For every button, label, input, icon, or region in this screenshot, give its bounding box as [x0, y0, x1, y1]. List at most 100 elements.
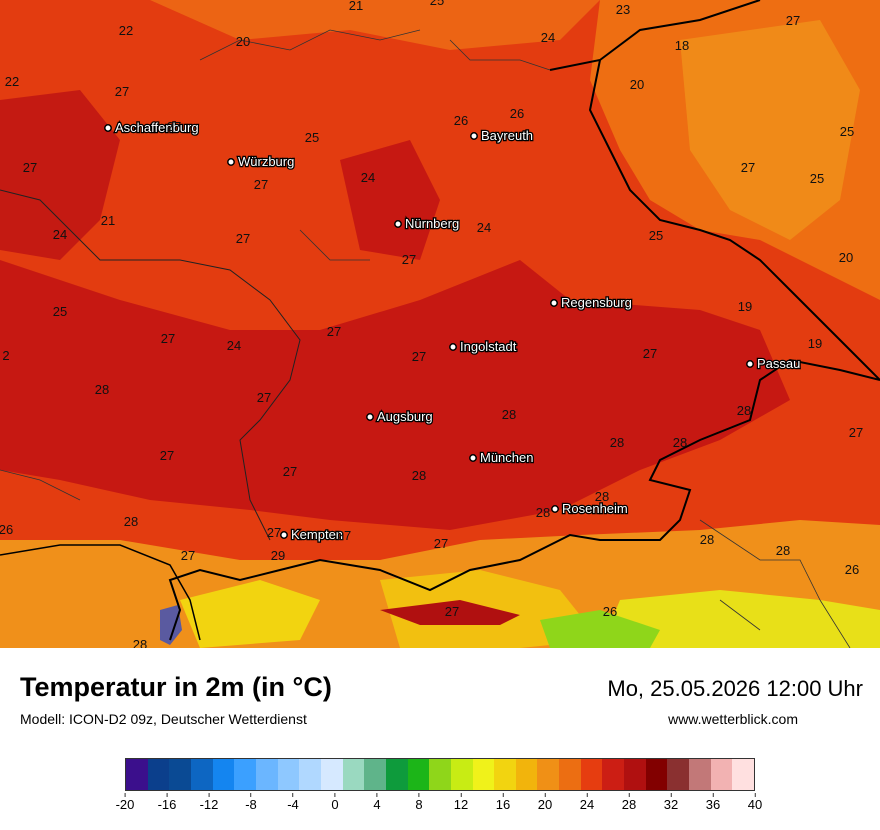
temperature-value-label: 24: [541, 30, 555, 45]
model-info: Modell: ICON-D2 09z, Deutscher Wetterdie…: [20, 711, 307, 727]
temperature-value-label: 27: [267, 525, 281, 540]
color-scale-segment: [537, 759, 560, 790]
city-rosenheim: Rosenheim: [551, 500, 629, 517]
color-scale-segment: [320, 759, 343, 790]
city-passau: Passau: [746, 355, 802, 372]
color-scale-segment: [710, 759, 733, 790]
color-scale-tick-label: -12: [200, 793, 219, 812]
temperature-value-label: 27: [160, 448, 174, 463]
temperature-value-label: 28: [673, 435, 687, 450]
temperature-value-label: 27: [849, 425, 863, 440]
color-scale-tick-label: 16: [496, 793, 510, 812]
temperature-value-label: 27: [257, 390, 271, 405]
color-scale-segment: [472, 759, 495, 790]
temperature-value-label: 18: [675, 38, 689, 53]
country-border-czech: [549, 0, 880, 381]
temperature-value-label: 27: [23, 160, 37, 175]
temperature-value-label: 28: [502, 407, 516, 422]
temperature-value-label: 28: [776, 543, 790, 558]
color-scale-segment: [515, 759, 538, 790]
temperature-value-label: 25: [810, 171, 824, 186]
color-scale-tick-label: 32: [664, 793, 678, 812]
color-scale-segment: [342, 759, 365, 790]
map-title: Temperatur in 2m (in °C): [20, 672, 332, 702]
color-scale-segment: [364, 759, 386, 790]
color-scale-segment: [147, 759, 170, 790]
hot-core-west: [0, 90, 120, 260]
city-bayreuth: Bayreuth: [470, 127, 534, 144]
temperature-value-label: 27: [236, 231, 250, 246]
color-scale-segment: [667, 759, 690, 790]
city-ingolstadt: Ingolstadt: [449, 338, 518, 355]
city-aschaffenburg: Aschaffenburg: [104, 119, 200, 136]
city-label: Passau: [757, 356, 800, 371]
alpine-ridge-hot: [380, 600, 520, 625]
temperature-value-label: 25: [430, 0, 444, 8]
temperature-value-label: 27: [181, 548, 195, 563]
city-label: Würzburg: [238, 154, 294, 169]
city-label: Kempten: [291, 527, 343, 542]
temperature-value-label: 27: [167, 119, 181, 134]
temperature-value-label: 25: [305, 130, 319, 145]
temperature-value-label: 27: [161, 331, 175, 346]
city-muenchen: München: [469, 449, 535, 466]
temperature-value-label: 28: [737, 403, 751, 418]
color-scale-tick-label: -4: [287, 793, 299, 812]
color-scale-segment: [169, 759, 191, 790]
color-scale-tick-label: -20: [116, 793, 135, 812]
color-scale-segment: [429, 759, 451, 790]
alpine-cool-4: [540, 610, 660, 648]
temperature-value-label: 28: [412, 468, 426, 483]
temperature-value-label: 24: [477, 220, 491, 235]
city-marker: [551, 505, 559, 513]
temperature-value-label: 27: [283, 464, 297, 479]
temperature-value-label: 22: [119, 23, 133, 38]
temperature-value-label: 28: [700, 532, 714, 547]
temperature-value-label: 27: [786, 13, 800, 28]
color-scale-tick-label: 36: [706, 793, 720, 812]
temperature-value-label: 28: [133, 637, 147, 648]
temperature-value-label: 19: [738, 299, 752, 314]
temperature-value-label: 25: [840, 124, 854, 139]
city-marker: [550, 299, 558, 307]
temperature-value-label: 27: [643, 346, 657, 361]
temperature-value-label: 22: [5, 74, 19, 89]
temperature-value-label: 29: [271, 548, 285, 563]
city-label: Augsburg: [377, 409, 433, 424]
color-scale-segment: [407, 759, 430, 790]
hot-core-central: [0, 260, 790, 530]
temperature-value-label: 27: [327, 324, 341, 339]
temperature-value-label: 24: [361, 170, 375, 185]
temperature-value-label: 25: [53, 304, 67, 319]
color-scale-tick-label: 12: [454, 793, 468, 812]
city-marker: [449, 343, 457, 351]
temperature-value-label: 25: [649, 228, 663, 243]
city-marker: [746, 360, 754, 368]
alpine-cool-3: [600, 590, 880, 648]
temperature-value-label: 26: [845, 562, 859, 577]
temperature-value-label: 21: [101, 213, 115, 228]
city-label: Nürnberg: [405, 216, 459, 231]
temperature-value-label: 2: [2, 348, 9, 363]
color-scale-segment: [559, 759, 581, 790]
map-canvas: Aschaffenburg Würzburg Bayreuth Nürnberg Reg…: [0, 0, 880, 648]
temperature-value-label: 27: [254, 177, 268, 192]
temperature-value-label: 27: [115, 84, 129, 99]
temperature-value-label: 28: [610, 435, 624, 450]
color-scale-segment: [602, 759, 625, 790]
city-marker: [470, 132, 478, 140]
lake-bodensee: [160, 605, 182, 645]
color-scale-segment: [494, 759, 516, 790]
color-scale-tick-label: -8: [245, 793, 257, 812]
color-scale-segment: [624, 759, 646, 790]
temperature-value-label: 27: [741, 160, 755, 175]
temperature-value-label: 27: [445, 604, 459, 619]
color-scale-ticks: -20 -16 -12 -8 -4 0 4 8 12 16 20 24 28 32 36 40: [0, 793, 880, 823]
color-scale-segment: [212, 759, 235, 790]
temperature-value-label: 24: [53, 227, 67, 242]
temperature-value-label: 24: [227, 338, 241, 353]
city-label: Regensburg: [561, 295, 632, 310]
color-scale-segment: [255, 759, 278, 790]
temperature-map: Aschaffenburg Würzburg Bayreuth Nürnberg Reg…: [0, 0, 880, 648]
hot-core-middle: [340, 140, 440, 260]
